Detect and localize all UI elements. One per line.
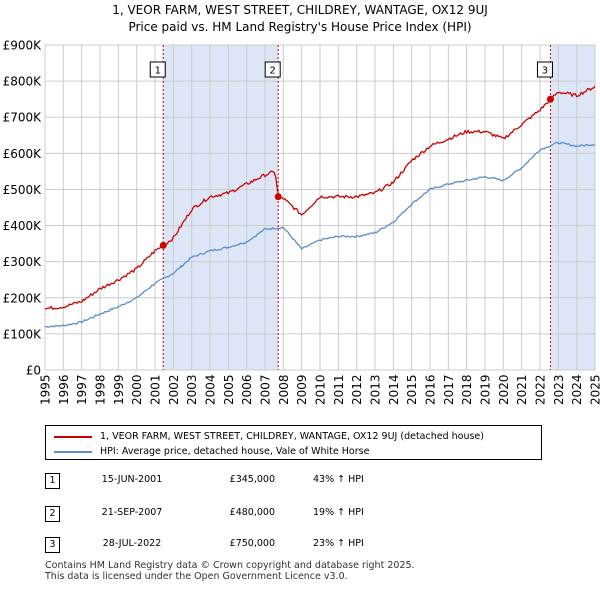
x-tick-label: 2017 <box>442 374 456 405</box>
sale-hpi-change: 23% ↑ HPI <box>313 538 364 549</box>
sale-row: 2 21-SEP-2007 £480,000 19% ↑ HPI <box>45 506 445 522</box>
sale-date: 21-SEP-2007 <box>101 507 163 518</box>
y-tick-label: £400K <box>3 219 43 233</box>
x-tick-label: 2003 <box>185 374 199 405</box>
chart-title-line1: 1, VEOR FARM, WEST STREET, CHILDREY, WAN… <box>112 3 488 17</box>
x-tick-label: 2011 <box>332 374 346 405</box>
sale-label-box <box>149 61 166 78</box>
x-tick-label: 1995 <box>39 374 53 405</box>
x-tick-label: 2023 <box>552 374 566 405</box>
x-tick-label: 2015 <box>405 374 419 405</box>
sale-period-shade <box>550 45 595 370</box>
sale-period-shade <box>163 45 279 370</box>
y-tick-label: £300K <box>3 255 43 269</box>
x-tick-label: 2019 <box>479 374 493 405</box>
sale-label-box <box>264 61 281 78</box>
legend-swatch-property <box>54 436 92 438</box>
sale-row: 1 15-JUN-2001 £345,000 43% ↑ HPI <box>45 473 445 489</box>
sale-label-text: 3 <box>542 66 548 77</box>
sale-number-badge: 3 <box>45 537 60 553</box>
x-tick-label: 1996 <box>57 374 71 405</box>
x-tick-label: 1999 <box>112 374 126 405</box>
x-tick-label: 2025 <box>589 374 600 405</box>
sale-hpi-change: 43% ↑ HPI <box>313 474 364 485</box>
x-tick-label: 2002 <box>167 374 181 405</box>
sale-date: 28-JUL-2022 <box>102 538 162 549</box>
x-tick-label: 2014 <box>387 374 401 405</box>
chart-title-line2: Price paid vs. HM Land Registry's House … <box>128 20 472 34</box>
sale-row: 3 28-JUL-2022 £750,000 23% ↑ HPI <box>45 537 445 553</box>
y-tick-label: £0 <box>26 364 41 378</box>
sale-number-badge: 1 <box>45 473 60 489</box>
x-tick-label: 2000 <box>130 374 144 405</box>
sale-point <box>274 193 282 201</box>
x-tick-label: 2007 <box>259 374 273 405</box>
x-tick-label: 2022 <box>534 374 548 405</box>
y-tick-label: £600K <box>3 147 43 161</box>
footer: Contains HM Land Registry data © Crown c… <box>45 560 415 582</box>
sale-hpi-change: 19% ↑ HPI <box>313 507 364 518</box>
x-tick-label: 2006 <box>240 374 254 405</box>
legend-label-property: 1, VEOR FARM, WEST STREET, CHILDREY, WAN… <box>100 431 484 442</box>
chart-title: 1, VEOR FARM, WEST STREET, CHILDREY, WAN… <box>0 2 600 36</box>
legend-label-hpi: HPI: Average price, detached house, Vale… <box>100 446 370 457</box>
sale-price: £750,000 <box>229 538 275 549</box>
x-tick-label: 2013 <box>369 374 383 405</box>
x-tick-label: 1997 <box>75 374 89 405</box>
hpi-line <box>44 141 596 328</box>
sale-point <box>546 95 554 103</box>
x-tick-label: 2010 <box>314 374 328 405</box>
price-chart: 1 2 3 £0 £100K £200K £300K £400K £500K £600K £700K… <box>3 39 600 406</box>
sale-label-box <box>536 61 553 78</box>
footer-copyright: Contains HM Land Registry data © Crown c… <box>45 560 415 571</box>
x-tick-label: 2021 <box>515 374 529 405</box>
y-tick-label: £500K <box>3 183 43 197</box>
legend: 1, VEOR FARM, WEST STREET, CHILDREY, WAN… <box>45 425 542 460</box>
y-tick-label: £900K <box>3 39 43 53</box>
x-tick-label: 2004 <box>204 374 218 405</box>
x-tick-label: 2020 <box>497 374 511 405</box>
x-tick-label: 2024 <box>570 374 584 405</box>
sale-date: 15-JUN-2001 <box>101 474 163 485</box>
sale-number-badge: 2 <box>45 506 60 522</box>
sale-point <box>159 241 167 249</box>
x-tick-label: 2012 <box>350 374 364 405</box>
sale-price: £345,000 <box>229 474 275 485</box>
x-tick-label: 1998 <box>94 374 108 405</box>
legend-swatch-hpi <box>54 451 92 453</box>
property-price-line <box>44 85 596 311</box>
footer-license: This data is licensed under the Open Gov… <box>45 570 348 582</box>
sale-label-text: 2 <box>270 66 276 77</box>
x-tick-label: 2016 <box>424 374 438 405</box>
x-tick-label: 2005 <box>222 374 236 405</box>
x-tick-label: 2018 <box>460 374 474 405</box>
y-tick-label: £700K <box>3 111 43 125</box>
x-tick-label: 2009 <box>295 374 309 405</box>
x-tick-label: 2001 <box>149 374 163 405</box>
y-tick-label: £200K <box>3 291 43 305</box>
x-tick-label: 2008 <box>277 374 291 405</box>
sale-price: £480,000 <box>229 507 275 518</box>
y-tick-label: £100K <box>3 327 43 341</box>
sale-label-text: 1 <box>155 66 161 77</box>
y-tick-label: £800K <box>3 75 43 89</box>
